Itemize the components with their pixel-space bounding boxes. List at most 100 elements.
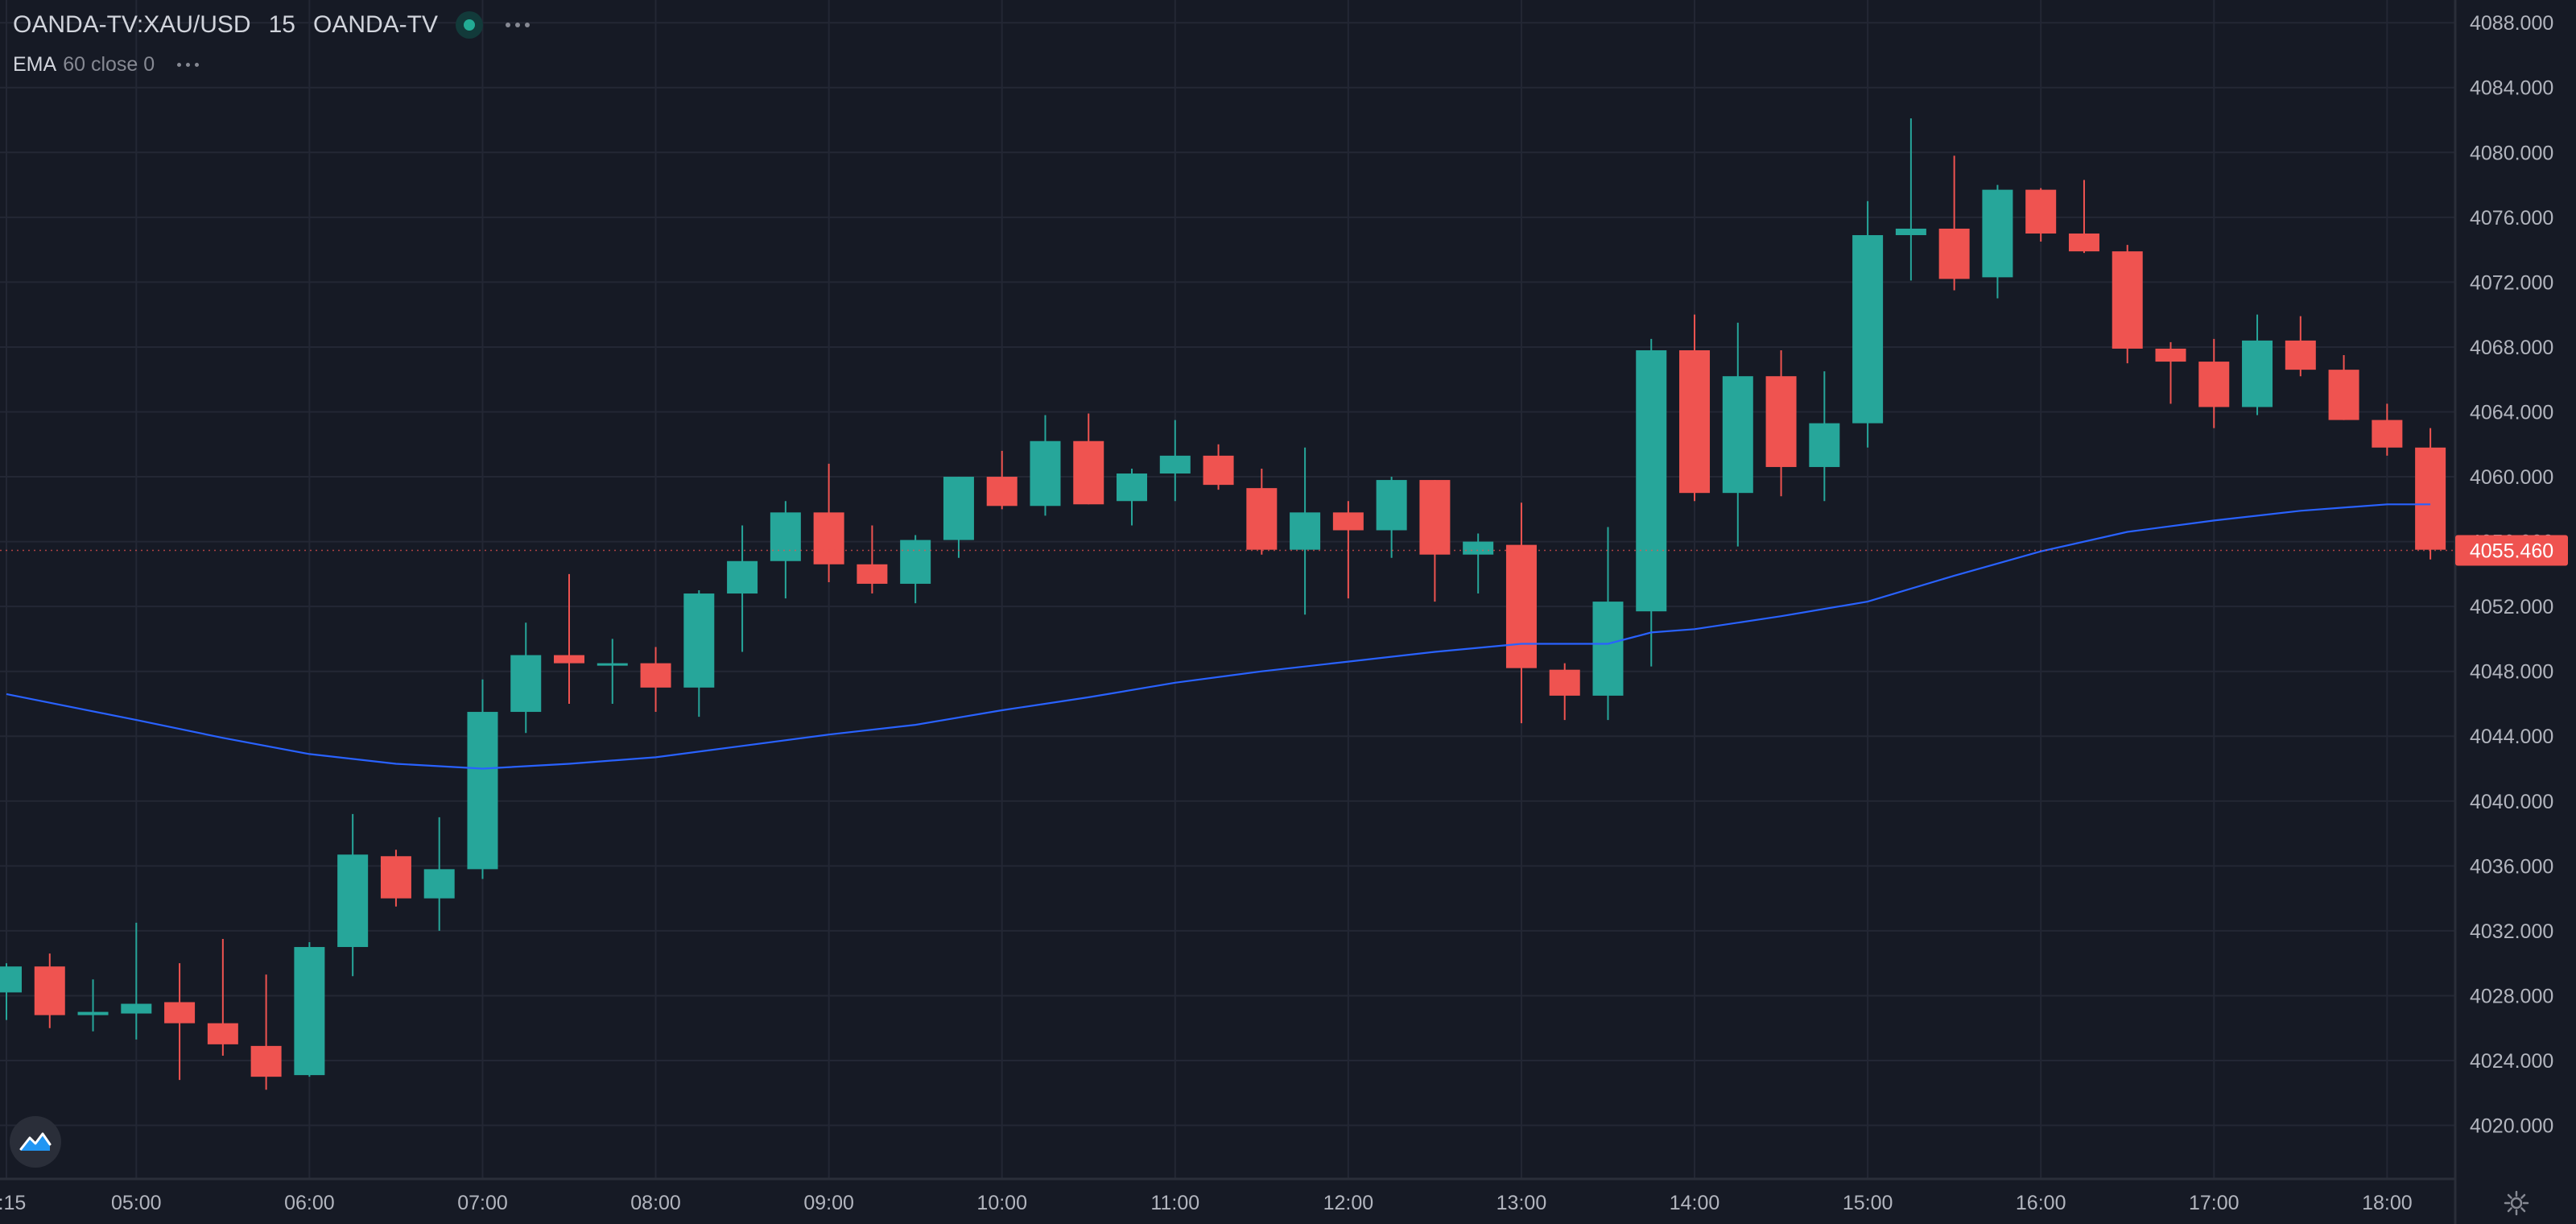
candle xyxy=(2415,428,2446,560)
candle xyxy=(121,922,152,1040)
candle xyxy=(1117,468,1148,526)
tradingview-logo-icon[interactable] xyxy=(10,1116,61,1168)
candle xyxy=(2198,338,2230,428)
candle xyxy=(2328,355,2359,420)
price-tick-label: 4028.000 xyxy=(2470,985,2553,1007)
candle xyxy=(294,941,325,1077)
candle xyxy=(1895,118,1926,281)
candle-body xyxy=(1332,512,1364,531)
candle-body xyxy=(770,512,801,561)
candle-body xyxy=(294,947,325,1076)
candle-body xyxy=(337,854,369,948)
candle-body xyxy=(1376,480,1407,531)
time-tick-label: 4:15 xyxy=(0,1192,26,1214)
candle xyxy=(2025,188,2057,242)
candle-body xyxy=(2068,233,2099,252)
candle-body xyxy=(121,1003,152,1014)
market-open-dot-icon[interactable] xyxy=(455,11,483,39)
candle-body xyxy=(683,593,715,688)
more-horizontal-icon[interactable] xyxy=(501,19,535,31)
gear-icon[interactable] xyxy=(2499,1185,2534,1221)
candle-body xyxy=(34,966,65,1015)
time-tick-label: 08:00 xyxy=(630,1192,681,1214)
candle-body xyxy=(1938,228,1970,279)
symbol-legend[interactable]: OANDA-TV:XAU/USD 15 OANDA-TV xyxy=(13,11,535,39)
candle-body xyxy=(986,477,1018,507)
candle xyxy=(337,813,369,977)
candle-body xyxy=(2328,370,2359,420)
time-tick-label: 07:00 xyxy=(457,1192,508,1214)
price-tick-label: 4064.000 xyxy=(2470,401,2553,424)
candle-body xyxy=(207,1023,238,1044)
candle-body xyxy=(1117,473,1148,502)
interval-label[interactable]: 15 xyxy=(268,11,295,38)
candle-body xyxy=(1592,602,1624,696)
candle-body xyxy=(2112,251,2143,349)
candle xyxy=(2372,403,2403,456)
time-tick-label: 16:00 xyxy=(2016,1192,2066,1214)
candle-body xyxy=(727,560,758,594)
grid-lines xyxy=(0,0,2455,1179)
last-price-text: 4055.460 xyxy=(2470,540,2553,562)
candle xyxy=(1290,447,1321,615)
candle xyxy=(857,525,888,594)
candle xyxy=(1073,413,1104,505)
candle xyxy=(683,590,715,717)
candle-body xyxy=(1246,488,1278,550)
price-tick-label: 4088.000 xyxy=(2470,12,2553,35)
candle-body xyxy=(77,1011,109,1015)
time-tick-label: 17:00 xyxy=(2189,1192,2240,1214)
price-tick-label: 4032.000 xyxy=(2470,920,2553,943)
candle xyxy=(1463,533,1494,594)
candle-body xyxy=(1549,669,1580,696)
candle xyxy=(380,850,411,907)
candle-body xyxy=(1419,480,1451,555)
candle-body xyxy=(1765,376,1797,467)
candle-body xyxy=(1505,544,1537,668)
indicator-legend[interactable]: EMA 60 close 0 xyxy=(13,53,204,76)
price-tick-label: 4040.000 xyxy=(2470,791,2553,813)
time-axis: 4:15 05:00 06:00 07:00 08:00 09:00 10:00 11:00 1… xyxy=(0,1192,2413,1214)
last-price-badge xyxy=(2455,535,2568,566)
candles xyxy=(0,118,2446,1090)
candle-body xyxy=(2372,420,2403,448)
price-tick-label: 4060.000 xyxy=(2470,466,2553,489)
time-tick-label: 12:00 xyxy=(1323,1192,1374,1214)
candle-body xyxy=(1852,234,1884,424)
candle xyxy=(510,622,542,734)
source-label: OANDA-TV xyxy=(312,11,438,38)
candle xyxy=(943,477,974,558)
price-tick-label: 4052.000 xyxy=(2470,596,2553,618)
candle xyxy=(1505,502,1537,724)
indicator-more-icon[interactable] xyxy=(172,60,204,70)
candle-body xyxy=(1030,440,1061,507)
time-tick-label: 14:00 xyxy=(1670,1192,1720,1214)
candle xyxy=(986,450,1018,510)
candle xyxy=(1636,338,1667,667)
time-tick-label: 11:00 xyxy=(1150,1192,1199,1214)
candle xyxy=(77,979,109,1032)
price-tick-label: 4044.000 xyxy=(2470,726,2553,748)
candle xyxy=(1419,480,1451,602)
candle-body xyxy=(1722,376,1753,494)
price-tick-label: 4076.000 xyxy=(2470,207,2553,229)
last-price-label: 4055.460 xyxy=(2455,535,2568,566)
candle-body xyxy=(1159,455,1191,474)
candle-body xyxy=(597,663,628,666)
indicator-name[interactable]: EMA xyxy=(13,53,57,76)
candle-body xyxy=(857,564,888,584)
price-tick-label: 4080.000 xyxy=(2470,142,2553,164)
price-tick-label: 4072.000 xyxy=(2470,271,2553,294)
candle xyxy=(1722,322,1753,547)
candle xyxy=(467,679,498,879)
symbol-name[interactable]: OANDA-TV:XAU/USD xyxy=(13,11,251,38)
candle-body xyxy=(2025,189,2057,234)
candle xyxy=(727,525,758,652)
candle-body xyxy=(2198,362,2230,407)
candle xyxy=(2155,341,2186,404)
ema-line xyxy=(6,503,2431,770)
candle xyxy=(2242,314,2273,416)
candle xyxy=(1765,349,1797,497)
